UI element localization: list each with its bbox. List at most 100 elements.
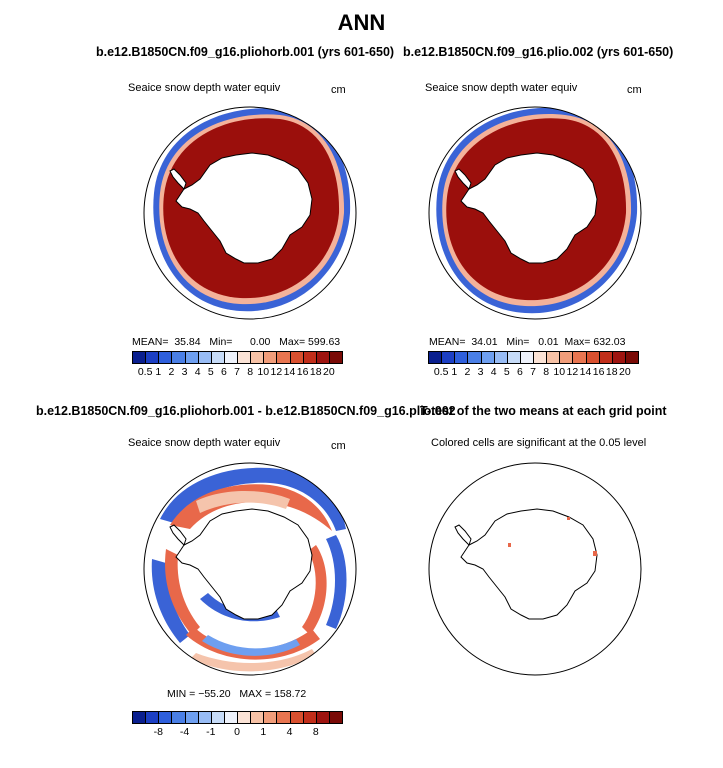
colorbar-cell: [197, 711, 212, 724]
panel-1-variable: Seaice snow depth water equiv: [128, 82, 281, 94]
colorbar-label: 10: [257, 366, 270, 378]
panel-1-mean-label: MEAN=: [132, 336, 169, 348]
colorbar-label: 10: [553, 366, 566, 378]
significant-cell: [593, 551, 597, 556]
panel-1-max: 599.63: [308, 336, 341, 348]
colorbar-cell: [302, 711, 317, 724]
panel-4-map: [428, 462, 642, 676]
panel-3-map: [143, 462, 357, 676]
colorbar-label: 16: [296, 366, 309, 378]
colorbar-label: 5: [207, 366, 214, 378]
colorbar-label: 5: [503, 366, 510, 378]
colorbar-cell: [624, 351, 639, 364]
colorbar-label: 8: [247, 366, 254, 378]
panel-1-title: b.e12.B1850CN.f09_g16.pliohorb.001 (yrs …: [96, 45, 395, 59]
colorbar-cell: [572, 351, 587, 364]
colorbar-cell: [171, 351, 186, 364]
colorbar-label: 12: [566, 366, 579, 378]
panel-1-min: 0.00: [249, 336, 271, 348]
panel-2-mean: 34.01: [471, 336, 498, 348]
colorbar-cell: [454, 351, 469, 364]
colorbar-cell: [467, 351, 482, 364]
colorbar-label: -8: [153, 726, 163, 738]
colorbar-cell: [210, 351, 225, 364]
panel-2-units: cm: [627, 84, 642, 96]
colorbar-label: 20: [323, 366, 335, 378]
colorbar-cell: [493, 351, 508, 364]
colorbar-label: 18: [605, 366, 618, 378]
panel-1-map: [143, 106, 357, 320]
colorbar-cell: [533, 351, 548, 364]
colorbar-label: 0.5: [433, 366, 449, 378]
colorbar-cell: [237, 711, 252, 724]
colorbar-label: -1: [206, 726, 216, 738]
panel-1-colorbar: [132, 351, 343, 364]
significant-cell: [567, 517, 570, 520]
colorbar-label: 14: [283, 366, 296, 378]
colorbar-cell: [598, 351, 613, 364]
panel-4-title: T-test of the two means at each grid poi…: [420, 404, 667, 418]
panel-2-min-label: Min=: [506, 336, 530, 348]
colorbar-cell: [428, 351, 443, 364]
panel-2-max: 632.03: [593, 336, 626, 348]
antarctica-continent: [175, 508, 313, 620]
colorbar-cell: [158, 711, 173, 724]
antarctica-continent: [175, 152, 313, 264]
colorbar-cell: [171, 711, 186, 724]
panel-3-variable: Seaice snow depth water equiv: [128, 437, 281, 449]
colorbar-cell: [250, 351, 265, 364]
colorbar-label: 3: [477, 366, 484, 378]
colorbar-cell: [237, 351, 252, 364]
panel-3-stats: MIN = −55.20 MAX = 158.72: [167, 688, 307, 700]
panel-2-variable: Seaice snow depth water equiv: [425, 82, 578, 94]
colorbar-label: 2: [168, 366, 175, 378]
panel-3-title: b.e12.B1850CN.f09_g16.pliohorb.001 - b.e…: [36, 404, 456, 418]
panel-1-min-label: Min=: [209, 336, 233, 348]
colorbar-label: 7: [234, 366, 240, 378]
panel-2-title: b.e12.B1850CN.f09_g16.plio.002 (yrs 601-…: [403, 45, 674, 59]
colorbar-label: 12: [270, 366, 283, 378]
colorbar-label: 6: [220, 366, 227, 378]
panel-4-subtitle: Colored cells are significant at the 0.0…: [431, 437, 647, 449]
colorbar-cell: [210, 711, 225, 724]
antarctica-continent: [460, 152, 598, 264]
colorbar-cell: [250, 711, 265, 724]
colorbar-label: 8: [543, 366, 550, 378]
colorbar-label: 4: [490, 366, 497, 378]
colorbar-cell: [223, 711, 238, 724]
colorbar-cell: [302, 351, 317, 364]
panel-2-colorbar: [428, 351, 639, 364]
colorbar-cell: [585, 351, 600, 364]
colorbar-cell: [197, 351, 212, 364]
panel-2-map: [428, 106, 642, 320]
colorbar-label: -4: [179, 726, 190, 738]
colorbar-cell: [132, 351, 147, 364]
panel-1-mean: 35.84: [174, 336, 201, 348]
colorbar-cell: [519, 351, 534, 364]
colorbar-label: 14: [579, 366, 592, 378]
colorbar-cell: [263, 711, 278, 724]
colorbar-cell: [441, 351, 456, 364]
panel-1-stats: MEAN= 35.84 Min= 0.00 Max= 599.63: [132, 336, 340, 348]
colorbar-cell: [263, 351, 278, 364]
panel-2-min: 0.01: [538, 336, 559, 348]
colorbar-label: 1: [451, 366, 458, 378]
colorbar-cell: [546, 351, 561, 364]
panel-1-colorbar-labels: 0.5 1 2 3 4 5 6 7 8 10 12 14 16 18 20: [132, 366, 342, 380]
colorbar-cell: [611, 351, 626, 364]
colorbar-label: 4: [286, 726, 293, 738]
colorbar-cell: [315, 351, 330, 364]
panel-2-mean-label: MEAN=: [429, 336, 466, 348]
colorbar-label: 4: [194, 366, 201, 378]
colorbar-cell: [184, 711, 199, 724]
colorbar-cell: [132, 711, 147, 724]
colorbar-cell: [223, 351, 238, 364]
panel-2-stats: MEAN= 34.01 Min= 0.01 Max= 632.03: [429, 336, 625, 348]
panel-2-colorbar-labels: 0.5 1 2 3 4 5 6 7 8 10 12 14 16 18 20: [428, 366, 638, 380]
colorbar-cell: [328, 711, 343, 724]
colorbar-label: 1: [155, 366, 162, 378]
main-title: ANN: [337, 10, 386, 35]
significant-cell: [508, 543, 511, 547]
colorbar-cell: [289, 351, 304, 364]
colorbar-label: 0: [234, 726, 240, 738]
